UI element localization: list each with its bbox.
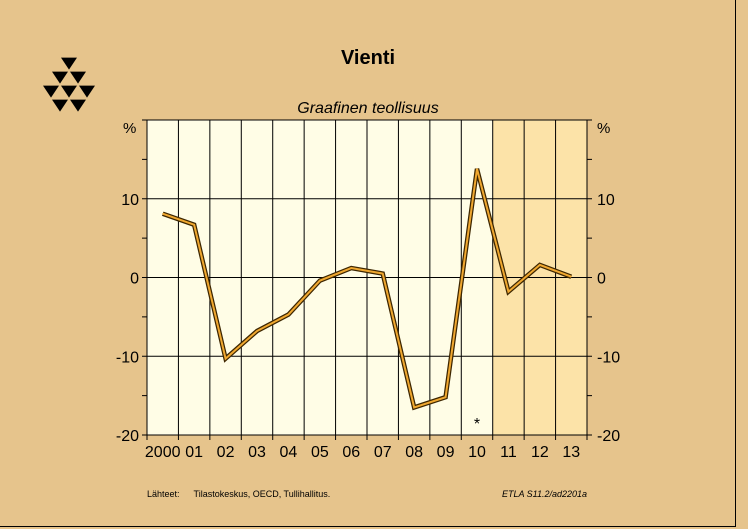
logo-triangle-4 — [61, 85, 77, 98]
y-tick-label-left: -10 — [116, 349, 139, 366]
x-tick-label: 03 — [248, 444, 266, 461]
x-tick-label: 04 — [280, 444, 298, 461]
x-tick-label: 09 — [437, 444, 455, 461]
x-tick-label: 02 — [217, 444, 235, 461]
y-unit-left: % — [123, 120, 137, 137]
etla-logo — [43, 57, 95, 112]
y-tick-label-left: 10 — [121, 192, 139, 209]
x-tick-label: 10 — [468, 444, 486, 461]
source-text: Tilastokeskus, OECD, Tullihallitus. — [193, 489, 331, 499]
y-tick-label-left: 0 — [130, 271, 139, 288]
y-tick-label-right: 10 — [597, 192, 615, 209]
data-point — [350, 267, 352, 269]
x-tick-label: 08 — [405, 444, 423, 461]
logo-triangle-0 — [61, 57, 77, 70]
chart-title: Vienti — [340, 47, 396, 69]
source-label: Lähteet: — [147, 489, 180, 499]
data-point — [287, 314, 289, 316]
x-tick-label: 13 — [562, 444, 580, 461]
x-tick-label: 06 — [342, 444, 360, 461]
chart-code: ETLA S11.2/ad2201a — [502, 489, 588, 499]
y-tick-label-left: -20 — [116, 428, 139, 445]
logo-triangle-7 — [70, 99, 86, 112]
data-point — [193, 224, 195, 226]
x-tick-label: 11 — [500, 444, 517, 461]
x-tick-label: 2000 — [145, 444, 181, 461]
logo-triangle-5 — [79, 85, 95, 98]
logo-triangle-3 — [43, 85, 59, 98]
y-tick-label-right: -20 — [597, 428, 620, 445]
data-point — [319, 280, 321, 282]
chart-subtitle: Graafinen teollisuus — [297, 100, 439, 117]
logo-triangle-6 — [52, 99, 68, 112]
data-point — [507, 291, 509, 293]
data-point — [445, 396, 447, 398]
logo-triangle-2 — [70, 71, 86, 84]
x-tick-label: 12 — [531, 444, 549, 461]
data-point — [413, 406, 415, 408]
data-point — [539, 264, 541, 266]
y-tick-label-right: 0 — [597, 271, 606, 288]
x-tick-label: 01 — [185, 444, 203, 461]
logo-triangle-1 — [52, 71, 68, 84]
data-point — [256, 330, 258, 332]
x-tick-label: 07 — [374, 444, 392, 461]
y-unit-right: % — [597, 120, 611, 137]
series-line — [162, 168, 572, 409]
data-point — [570, 276, 572, 278]
x-tick-label: 05 — [311, 444, 329, 461]
data-point — [225, 358, 227, 360]
estimate-marker: * — [474, 416, 480, 433]
data-point — [476, 168, 478, 170]
data-point — [162, 213, 164, 215]
source-note: Lähteet: Tilastokeskus, OECD, Tullihallit… — [147, 489, 330, 499]
data-point — [382, 273, 384, 275]
y-tick-label-right: -10 — [597, 349, 620, 366]
